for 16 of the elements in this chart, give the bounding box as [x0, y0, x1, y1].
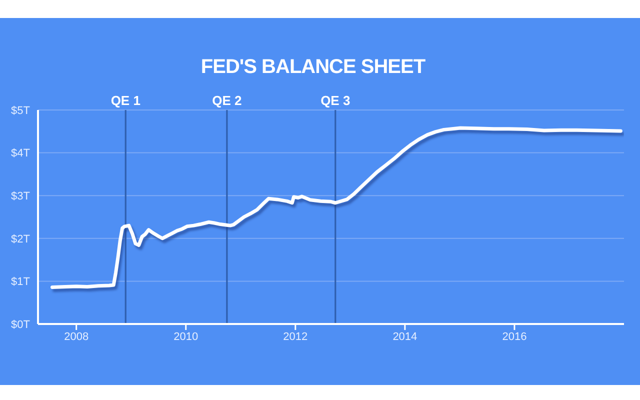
y-tick-label: $5T [11, 104, 30, 117]
x-tick-label: 2016 [502, 330, 527, 343]
ref-line-label: QE 2 [212, 93, 242, 108]
line-series [50, 126, 622, 289]
x-tick-label: 2010 [174, 330, 198, 343]
y-tick-label: $3T [11, 190, 30, 203]
y-tick-label: $4T [11, 148, 30, 160]
y-tick-label: $1T [11, 276, 30, 288]
x-tick-label: 2012 [283, 330, 308, 343]
y-tick-label: $0T [11, 318, 30, 331]
y-tick-label: $2T [11, 233, 30, 246]
ref-line-label: QE 1 [110, 93, 140, 108]
ref-line-label: QE 3 [320, 93, 350, 108]
x-tick-label: 2014 [392, 330, 418, 343]
chart-title: FED'S BALANCE SHEET [200, 56, 426, 79]
x-tick-label: 2008 [64, 330, 89, 343]
